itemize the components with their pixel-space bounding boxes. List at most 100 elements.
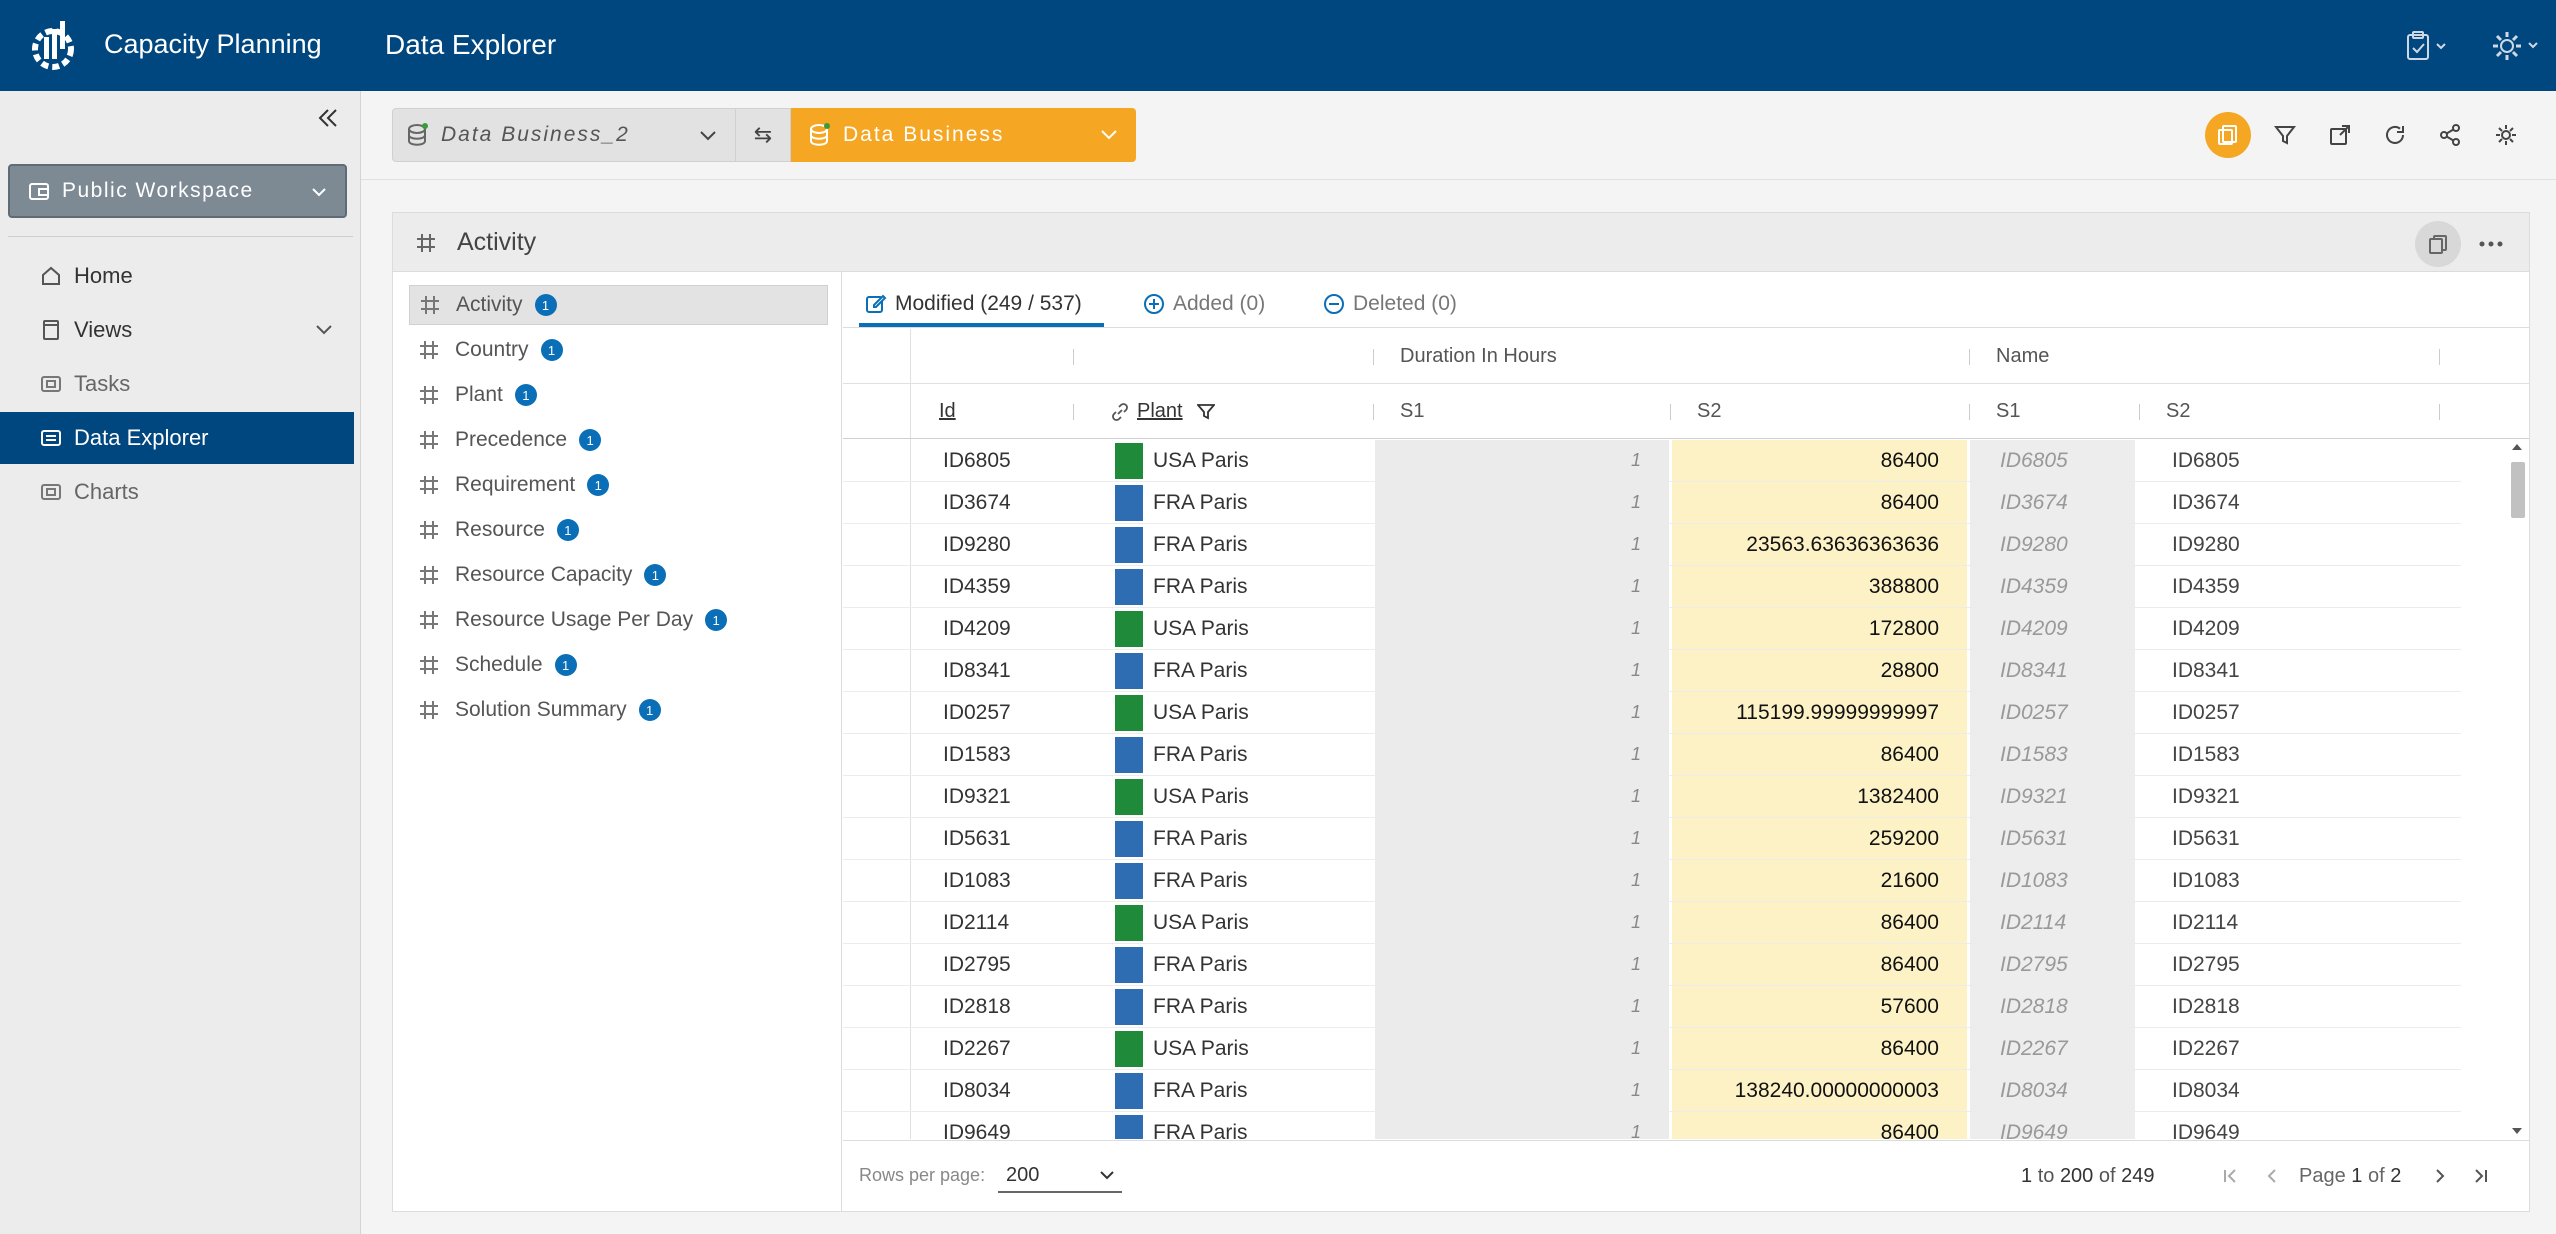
cell-id[interactable]: ID1083: [943, 868, 1011, 892]
cell-duration-s1[interactable]: 1: [1375, 986, 1669, 1027]
cell-plant[interactable]: USA Paris: [1153, 910, 1249, 934]
cell-id[interactable]: ID2818: [943, 994, 1011, 1018]
cell-plant[interactable]: USA Paris: [1153, 616, 1249, 640]
last-page-button[interactable]: [2466, 1161, 2496, 1191]
sidebar-item-tasks[interactable]: Tasks: [0, 358, 354, 410]
cell-name-s1[interactable]: ID2818: [1970, 986, 2135, 1027]
cell-duration-s1[interactable]: 1: [1375, 692, 1669, 733]
cell-id[interactable]: ID2795: [943, 952, 1011, 976]
cell-plant[interactable]: FRA Paris: [1153, 1120, 1248, 1140]
table-row[interactable]: ID5631 FRA Paris 1 259200 ID5631 ID5631: [843, 818, 2461, 860]
cell-duration-s1[interactable]: 1: [1375, 650, 1669, 691]
sidebar-item-charts[interactable]: Charts: [0, 466, 354, 518]
table-row[interactable]: ID2267 USA Paris 1 86400 ID2267 ID2267: [843, 1028, 2461, 1070]
cell-name-s1[interactable]: ID2267: [1970, 1028, 2135, 1069]
cell-id[interactable]: ID2114: [943, 910, 1010, 934]
share-button[interactable]: [2427, 112, 2473, 158]
cell-name-s2[interactable]: ID4359: [2172, 574, 2240, 598]
tab-modified[interactable]: Modified (249 / 537): [865, 282, 1082, 326]
table-row[interactable]: ID9649 FRA Paris 1 86400 ID9649 ID9649: [843, 1112, 2461, 1139]
cell-duration-s1[interactable]: 1: [1375, 566, 1669, 607]
cell-duration-s2-modified[interactable]: 86400: [1672, 902, 1967, 943]
cell-duration-s1[interactable]: 1: [1375, 734, 1669, 775]
workspace-selector[interactable]: Public Workspace: [8, 164, 347, 218]
cell-duration-s2-modified[interactable]: 86400: [1672, 734, 1967, 775]
filter-button[interactable]: [2262, 112, 2308, 158]
table-row[interactable]: ID2818 FRA Paris 1 57600 ID2818 ID2818: [843, 986, 2461, 1028]
table-item-resource-capacity[interactable]: Resource Capacity 1: [409, 555, 828, 595]
cell-duration-s1[interactable]: 1: [1375, 818, 1669, 859]
column-header-name-s1[interactable]: S1: [1996, 400, 2021, 422]
copy-panel-button[interactable]: [2415, 221, 2461, 267]
cell-name-s1[interactable]: ID9321: [1970, 776, 2135, 817]
column-header-plant[interactable]: Plant: [1137, 400, 1183, 422]
cell-name-s1[interactable]: ID0257: [1970, 692, 2135, 733]
cell-plant[interactable]: FRA Paris: [1153, 532, 1248, 556]
tasks-menu-button[interactable]: [2397, 24, 2457, 68]
table-row[interactable]: ID4359 FRA Paris 1 388800 ID4359 ID4359: [843, 566, 2461, 608]
cell-name-s2[interactable]: ID6805: [2172, 448, 2240, 472]
cell-id[interactable]: ID6805: [943, 448, 1011, 472]
cell-name-s2[interactable]: ID8034: [2172, 1078, 2240, 1102]
cell-plant[interactable]: FRA Paris: [1153, 574, 1248, 598]
cell-duration-s1[interactable]: 1: [1375, 902, 1669, 943]
cell-name-s1[interactable]: ID1083: [1970, 860, 2135, 901]
cell-plant[interactable]: FRA Paris: [1153, 1078, 1248, 1102]
cell-name-s1[interactable]: ID2795: [1970, 944, 2135, 985]
table-item-country[interactable]: Country 1: [409, 330, 828, 370]
refresh-button[interactable]: [2372, 112, 2418, 158]
cell-name-s1[interactable]: ID9280: [1970, 524, 2135, 565]
cell-plant[interactable]: FRA Paris: [1153, 826, 1248, 850]
cell-name-s2[interactable]: ID3674: [2172, 490, 2240, 514]
cell-duration-s2-modified[interactable]: 21600: [1672, 860, 1967, 901]
sidebar-item-data-explorer[interactable]: Data Explorer: [0, 412, 354, 464]
sidebar-item-views[interactable]: Views: [0, 304, 354, 356]
cell-duration-s1[interactable]: 1: [1375, 776, 1669, 817]
cell-id[interactable]: ID2267: [943, 1036, 1011, 1060]
more-options-button[interactable]: [2468, 221, 2514, 267]
cell-plant[interactable]: FRA Paris: [1153, 994, 1248, 1018]
cell-name-s2[interactable]: ID4209: [2172, 616, 2240, 640]
cell-duration-s1[interactable]: 1: [1375, 440, 1669, 481]
cell-name-s1[interactable]: ID8341: [1970, 650, 2135, 691]
cell-duration-s2-modified[interactable]: 28800: [1672, 650, 1967, 691]
cell-plant[interactable]: USA Paris: [1153, 784, 1249, 808]
rows-per-page-select[interactable]: 200: [998, 1159, 1122, 1193]
cell-name-s2[interactable]: ID2818: [2172, 994, 2240, 1018]
cell-name-s1[interactable]: ID2114: [1970, 902, 2135, 943]
cell-duration-s2-modified[interactable]: 86400: [1672, 944, 1967, 985]
cell-name-s1[interactable]: ID4359: [1970, 566, 2135, 607]
cell-plant[interactable]: USA Paris: [1153, 448, 1249, 472]
table-item-solution-summary[interactable]: Solution Summary 1: [409, 690, 828, 730]
cell-duration-s2-modified[interactable]: 138240.00000000003: [1672, 1070, 1967, 1111]
first-page-button[interactable]: [2215, 1161, 2245, 1191]
tab-added[interactable]: Added (0): [1143, 282, 1265, 326]
cell-name-s2[interactable]: ID9280: [2172, 532, 2240, 556]
collapse-sidebar-icon[interactable]: [314, 104, 342, 132]
cell-id[interactable]: ID4209: [943, 616, 1011, 640]
table-row[interactable]: ID9321 USA Paris 1 1382400 ID9321 ID9321: [843, 776, 2461, 818]
table-item-activity[interactable]: Activity 1: [409, 285, 828, 325]
table-row[interactable]: ID1083 FRA Paris 1 21600 ID1083 ID1083: [843, 860, 2461, 902]
cell-duration-s2-modified[interactable]: 86400: [1672, 1028, 1967, 1069]
cell-duration-s2-modified[interactable]: 115199.99999999997: [1672, 692, 1967, 733]
scroll-down-icon[interactable]: [2511, 1126, 2523, 1136]
cell-duration-s1[interactable]: 1: [1375, 1112, 1669, 1139]
cell-name-s2[interactable]: ID0257: [2172, 700, 2240, 724]
table-row[interactable]: ID8341 FRA Paris 1 28800 ID8341 ID8341: [843, 650, 2461, 692]
cell-duration-s2-modified[interactable]: 57600: [1672, 986, 1967, 1027]
compare-button[interactable]: [2205, 112, 2251, 158]
cell-name-s1[interactable]: ID1583: [1970, 734, 2135, 775]
cell-duration-s2-modified[interactable]: 172800: [1672, 608, 1967, 649]
cell-duration-s2-modified[interactable]: 23563.63636363636: [1672, 524, 1967, 565]
table-item-schedule[interactable]: Schedule 1: [409, 645, 828, 685]
cell-duration-s2-modified[interactable]: 1382400: [1672, 776, 1967, 817]
cell-id[interactable]: ID8341: [943, 658, 1011, 682]
cell-name-s2[interactable]: ID9649: [2172, 1120, 2240, 1140]
table-row[interactable]: ID9280 FRA Paris 1 23563.63636363636 ID9280 I…: [843, 524, 2461, 566]
cell-duration-s2-modified[interactable]: 259200: [1672, 818, 1967, 859]
column-header-duration-s1[interactable]: S1: [1400, 400, 1425, 422]
table-item-resource[interactable]: Resource 1: [409, 510, 828, 550]
cell-plant[interactable]: USA Paris: [1153, 1036, 1249, 1060]
table-row[interactable]: ID3674 FRA Paris 1 86400 ID3674 ID3674: [843, 482, 2461, 524]
